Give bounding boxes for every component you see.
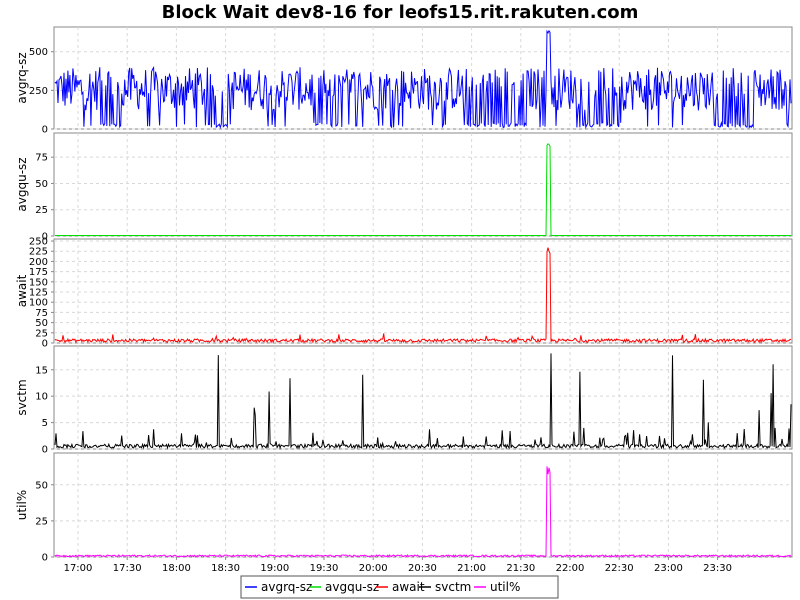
x-tick-label: 23:30 xyxy=(703,563,732,574)
series-line-util xyxy=(54,466,792,558)
y-tick-label: 200 xyxy=(29,257,48,268)
x-tick-label: 18:00 xyxy=(162,563,191,574)
y-tick-label: 75 xyxy=(35,153,48,164)
legend-box xyxy=(240,575,559,599)
y-tick-label: 500 xyxy=(29,47,48,58)
y-tick-label: 25 xyxy=(35,328,48,339)
x-tick-label: 20:30 xyxy=(408,563,437,574)
y-tick-label: 0 xyxy=(42,445,48,456)
x-tick-label: 22:30 xyxy=(605,563,634,574)
y-tick-label: 25 xyxy=(35,516,48,527)
y-tick-label: 175 xyxy=(29,267,48,278)
y-tick-label: 75 xyxy=(35,308,48,319)
y-tick-label: 250 xyxy=(29,237,48,248)
y-tick-label: 0 xyxy=(42,553,48,564)
legend: avgrq-sz avgqu-sz await svctm util% xyxy=(240,575,559,599)
y-tick-label: 0 xyxy=(42,125,48,136)
series-line-avgrq xyxy=(54,29,792,130)
y-tick-label: 225 xyxy=(29,247,48,258)
x-tick-label: 19:30 xyxy=(310,563,339,574)
x-tick-label: 20:00 xyxy=(359,563,388,574)
x-tick-label: 18:30 xyxy=(211,563,240,574)
y-tick-label: 50 xyxy=(35,318,48,329)
y-axis-label-svctm: svctm xyxy=(15,379,29,415)
series-line-svctm xyxy=(54,353,792,450)
panel-avgqu: 0 25 50 75 avgqu-sz xyxy=(15,132,793,243)
x-tick-label: 23:00 xyxy=(654,563,683,574)
plot-area-await xyxy=(53,238,793,344)
y-tick-label: 100 xyxy=(29,298,48,309)
series-line-await xyxy=(54,247,792,344)
panel-util: 0 25 50 util% xyxy=(15,452,793,564)
plot-area-util xyxy=(53,452,793,558)
panel-svctm: 0 5 10 15 svctm xyxy=(15,345,793,456)
x-tick-label: 19:00 xyxy=(260,563,289,574)
legend-label: avgqu-sz xyxy=(325,580,379,594)
chart-title: Block Wait dev8-16 for leofs15.rit.rakut… xyxy=(162,2,639,23)
series-line-avgqu xyxy=(55,143,791,236)
y-tick-label: 5 xyxy=(42,418,48,429)
y-tick-label: 150 xyxy=(29,277,48,288)
y-axis-label-util: util% xyxy=(15,490,29,520)
y-tick-label: 10 xyxy=(35,392,48,403)
y-tick-label: 250 xyxy=(29,86,48,97)
y-tick-label: 50 xyxy=(35,179,48,190)
x-tick-label: 17:30 xyxy=(113,563,142,574)
x-axis: 17:00 17:30 18:00 18:30 19:00 19:30 20:00 20:30… xyxy=(64,557,732,574)
y-tick-label: 50 xyxy=(35,480,48,491)
legend-label: await xyxy=(392,580,425,594)
y-tick-label: 15 xyxy=(35,365,48,376)
y-axis-label-await: await xyxy=(15,274,29,307)
y-tick-label: 125 xyxy=(29,288,48,299)
y-tick-label: 0 xyxy=(42,232,48,243)
x-tick-label: 21:00 xyxy=(457,563,486,574)
x-tick-label: 17:00 xyxy=(64,563,93,574)
legend-label: util% xyxy=(490,580,520,594)
y-axis-label-avgrq: avgrq-sz xyxy=(15,52,29,103)
legend-label: avgrq-sz xyxy=(261,580,312,594)
y-axis-label-avgqu: avgqu-sz xyxy=(15,157,29,211)
x-tick-label: 21:30 xyxy=(506,563,535,574)
x-tick-label: 22:00 xyxy=(556,563,585,574)
plot-area-svctm xyxy=(53,345,793,450)
y-tick-label: 25 xyxy=(35,205,48,216)
chart-panels: 0250500avgrq-sz0255075avgqu-sz0255075100… xyxy=(15,26,793,564)
y-tick-label: 0 xyxy=(42,339,48,350)
legend-label: svctm xyxy=(435,580,471,594)
plot-area-avgqu xyxy=(53,132,793,237)
